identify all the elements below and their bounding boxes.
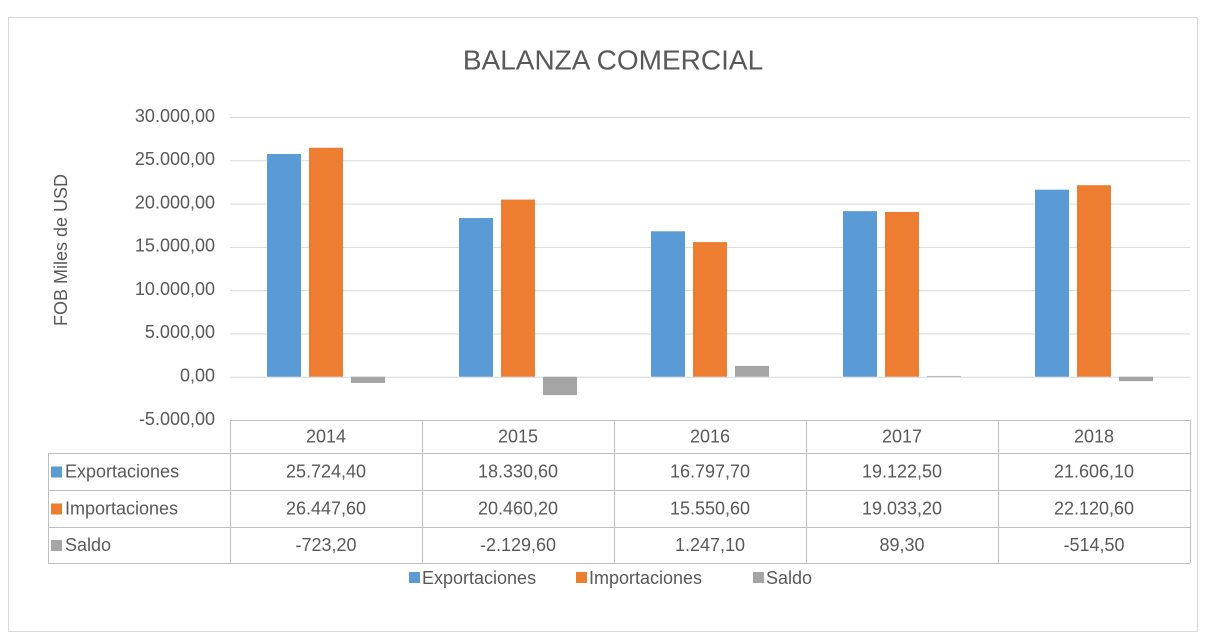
bar [927,375,961,377]
y-tick-label: 20.000,00 [135,192,215,212]
x-tick-label: 2018 [1074,426,1114,446]
x-tick-label: 2016 [690,426,730,446]
bar [1035,189,1069,377]
bar [843,211,877,377]
x-tick-label: 2017 [882,426,922,446]
table-cell: -2.129,60 [480,535,556,555]
bar [735,365,769,377]
table-row-label: Exportaciones [65,461,179,481]
table-cell: 16.797,70 [670,461,750,481]
table-row-label: Importaciones [65,498,178,518]
x-tick-label: 2014 [306,426,346,446]
x-tick-label: 2015 [498,426,538,446]
y-tick-label: 30.000,00 [135,106,215,126]
table-row-label: Saldo [65,535,111,555]
legend-key [753,572,764,583]
legend-label: Importaciones [589,568,702,588]
bar [543,376,577,396]
table-cell: 19.122,50 [862,461,942,481]
table-cell: 18.330,60 [478,461,558,481]
table-cell: 26.447,60 [286,498,366,518]
y-tick-label: 10.000,00 [135,279,215,299]
y-tick-label: 0,00 [180,365,215,385]
y-tick-label: 15.000,00 [135,236,215,256]
bar [1119,376,1153,382]
y-axis-label: FOB Miles de USD [51,174,71,326]
chart-title: BALANZA COMERCIAL [463,44,763,75]
table-cell: -723,20 [295,535,356,555]
table-cell: 19.033,20 [862,498,942,518]
table-cell: 21.606,10 [1054,461,1134,481]
legend-label: Exportaciones [422,568,536,588]
table-cell: 15.550,60 [670,498,750,518]
legend-key [576,572,587,583]
table-legend-key [51,503,62,515]
bar [693,242,727,377]
table-cell: 20.460,20 [478,498,558,518]
bar [267,154,301,377]
table-cell: 25.724,40 [286,461,366,481]
chart-border [8,17,1198,632]
y-tick-label: 5.000,00 [145,322,215,342]
legend-key [409,572,420,583]
table-legend-key [51,540,62,551]
table-cell: 1.247,10 [675,535,745,555]
bar [885,211,919,377]
bar [459,218,493,377]
table-legend-key [51,466,62,478]
table-cell: -514,50 [1063,535,1124,555]
table-cell: 22.120,60 [1054,498,1134,518]
table-cell: 89,30 [879,535,924,555]
bar [351,376,385,383]
y-tick-label: -5.000,00 [139,409,215,429]
bar [309,147,343,377]
legend-label: Saldo [766,568,812,588]
y-tick-label: 25.000,00 [135,149,215,169]
bar [1077,185,1111,377]
bar [651,231,685,377]
bar [501,199,535,377]
